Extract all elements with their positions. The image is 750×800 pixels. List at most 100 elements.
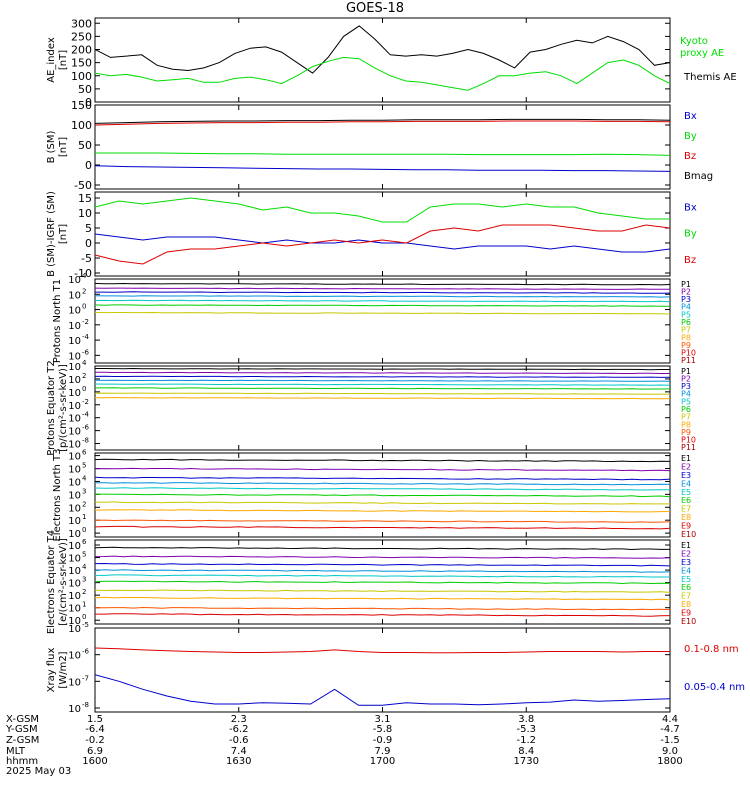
- legend-entry: P7: [681, 413, 691, 422]
- flux-channel-line: [95, 367, 670, 371]
- series-group: [95, 118, 670, 172]
- y-tick-label: 10: [68, 336, 81, 347]
- flux-channel-line: [95, 574, 670, 578]
- y-tick-label: 10: [68, 440, 81, 451]
- date-label: 2025 May 03: [6, 766, 71, 777]
- legend-entry: P1: [681, 367, 691, 376]
- legend-entry: E3: [681, 558, 691, 567]
- series-group: [95, 367, 670, 400]
- y-tick-label: 10: [68, 427, 81, 438]
- y-tick-label: 10: [68, 490, 81, 501]
- flux-channel-line: [95, 458, 670, 463]
- ephemeris-value: -0.9: [373, 735, 393, 746]
- legend-entry: 0.1-0.8 nm: [684, 644, 739, 655]
- ephemeris-row-label: Z-GSM: [6, 735, 39, 746]
- panel-frame: [94, 104, 671, 190]
- flux-channel-line: [95, 596, 670, 601]
- y-tick-label: 10: [68, 452, 81, 463]
- legend-entry: P2: [681, 287, 691, 296]
- flux-channel-line: [95, 546, 670, 551]
- y-tick-label: 0: [85, 237, 92, 250]
- y-tick-label: 10: [68, 566, 81, 577]
- ephemeris-value: -0.6: [229, 735, 249, 746]
- legend-entry: E7: [681, 505, 691, 514]
- ephemeris-value: 1.5: [87, 714, 103, 725]
- legend-entry: Bx: [684, 202, 697, 213]
- y-tick-label: 10: [68, 465, 81, 476]
- y-tick-label: 10: [68, 375, 81, 386]
- legend-entry: P9: [681, 428, 691, 437]
- y-tick-exponent: -6: [82, 648, 90, 656]
- y-tick-label: 10: [68, 275, 81, 286]
- legend-entry: Bmag: [684, 171, 713, 182]
- ephemeris-value: 3.8: [518, 714, 534, 725]
- ephemeris-row-label: MLT: [6, 746, 26, 757]
- legend-entry: E4: [681, 566, 691, 575]
- legend-entry: P5: [681, 310, 691, 319]
- y-tick-label: 10: [68, 477, 81, 488]
- y-tick-label: 10: [68, 591, 81, 602]
- y-tick-label: 10: [68, 704, 81, 715]
- series-line-bz: [95, 224, 670, 265]
- flux-channel-line: [95, 580, 670, 585]
- legend-entry: P9: [681, 341, 691, 350]
- flux-channel-line: [95, 525, 670, 530]
- legend: 0.1-0.8 nm 0.05-0.4 nm: [684, 644, 745, 693]
- flux-channel-line: [95, 501, 670, 505]
- y-tick-exponent: 0: [82, 613, 86, 621]
- y-tick-exponent: -8: [82, 437, 89, 445]
- y-tick-label: 5: [85, 222, 92, 235]
- y-tick-label: 10: [78, 207, 92, 220]
- ephemeris-row-label: hhmm: [6, 756, 38, 767]
- y-tick-label: 10: [68, 321, 81, 332]
- y-axis-label: Protons North T1: [52, 279, 63, 363]
- series-group: [95, 25, 670, 91]
- flux-channel-line: [95, 311, 670, 315]
- y-tick-label: 300: [71, 17, 92, 30]
- ephemeris-value: -5.3: [516, 724, 536, 735]
- flux-channel-line: [95, 482, 670, 486]
- y-tick-label: 10: [68, 651, 81, 662]
- legend-entry: P3: [681, 382, 691, 391]
- flux-channel-line: [95, 387, 670, 390]
- legend-entry: By: [684, 229, 697, 240]
- panel-frame: [94, 365, 671, 451]
- legend-entry: Kyoto: [680, 36, 708, 47]
- ephemeris-value: -6.4: [85, 724, 105, 735]
- flux-channel-line: [95, 555, 670, 559]
- y-tick-label: 150: [71, 99, 92, 112]
- y-axis-label: Electrons Equator T4: [46, 530, 57, 634]
- y-tick-label: 100: [71, 119, 92, 132]
- y-axis-unit: [nT]: [58, 224, 69, 244]
- y-axis-label: Electrons North T3: [52, 448, 63, 541]
- flux-channel-line: [95, 519, 670, 523]
- y-tick-label: 10: [68, 616, 81, 627]
- flux-channel-line: [95, 291, 670, 294]
- ephemeris-value: -6.2: [229, 724, 249, 735]
- legend-entry: E2: [681, 550, 691, 559]
- y-axis-label: B (SM)-IGRF (SM): [46, 191, 57, 277]
- y-tick-exponent: 4: [82, 474, 87, 482]
- legend-entry: Bz: [684, 255, 696, 266]
- legend-entry: E10: [681, 530, 696, 539]
- ephemeris-value: 1700: [370, 756, 395, 767]
- series-group: [95, 282, 670, 315]
- ephemeris-row-label: Y-GSM: [5, 724, 38, 735]
- ephemeris-value: 8.4: [518, 746, 534, 757]
- legend-entry: E3: [681, 471, 691, 480]
- legend-entry: Bz: [684, 151, 696, 162]
- y-tick-exponent: 5: [82, 462, 86, 470]
- legend-entry: P2: [681, 374, 691, 383]
- ephemeris-value: 4.4: [662, 714, 678, 725]
- y-tick-label: 10: [68, 579, 81, 590]
- flux-channel-line: [95, 509, 670, 513]
- y-tick-label: 10: [68, 401, 81, 412]
- y-tick-exponent: -2: [82, 398, 89, 406]
- ephemeris-value: 9.0: [662, 746, 678, 757]
